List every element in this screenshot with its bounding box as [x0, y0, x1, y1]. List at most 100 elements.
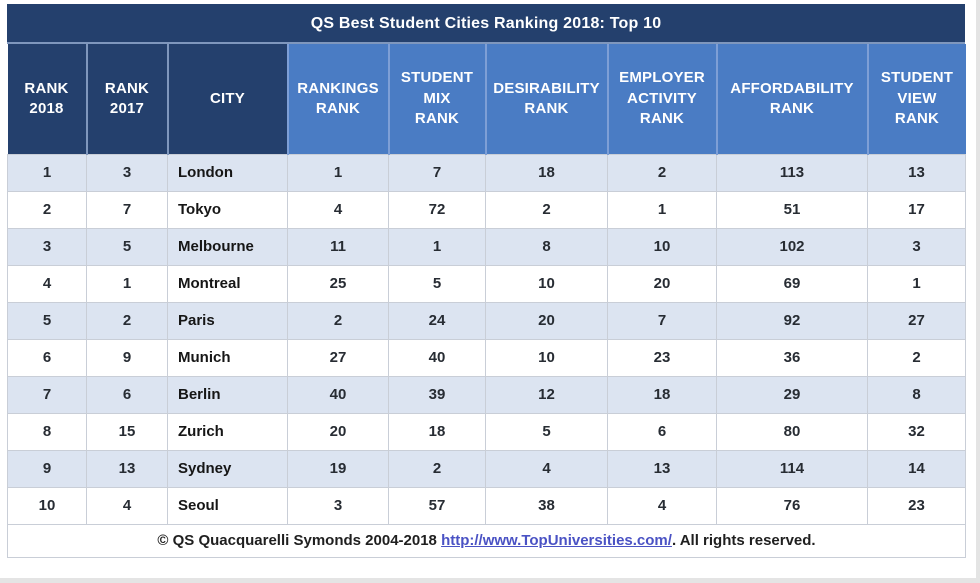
- cell-student-mix-rank: 2: [388, 449, 486, 488]
- table-row: 7 6 Berlin 40 39 12 18 29 8: [7, 375, 966, 414]
- cell-student-mix-rank: 7: [388, 153, 486, 192]
- cell-student-mix-rank: 72: [388, 190, 486, 229]
- column-header-student-view-rank: STUDENT VIEW RANK: [866, 44, 966, 154]
- cell-student-view-rank: 14: [867, 449, 966, 488]
- cell-rankings-rank: 25: [287, 264, 389, 303]
- cell-employer-activity-rank: 6: [607, 412, 717, 451]
- cell-city: Paris: [167, 301, 288, 340]
- cell-rank-2018: 2: [7, 190, 87, 229]
- cell-city: Seoul: [167, 486, 288, 525]
- footer-copyright: © QS Quacquarelli Symonds 2004-2018: [157, 532, 442, 549]
- footer-link[interactable]: http://www.TopUniversities.com/: [441, 532, 672, 549]
- cell-rank-2018: 7: [7, 375, 87, 414]
- cell-city: London: [167, 153, 288, 192]
- cell-desirability-rank: 12: [485, 375, 608, 414]
- cell-student-mix-rank: 39: [388, 375, 486, 414]
- column-header-city: CITY: [166, 44, 288, 154]
- column-header-desirability-rank: DESIRABILITY RANK: [484, 44, 608, 154]
- column-header-rankings-rank: RANKINGS RANK: [286, 44, 389, 154]
- cell-desirability-rank: 2: [485, 190, 608, 229]
- column-header-affordability-rank: AFFORDABILITY RANK: [715, 44, 868, 154]
- cell-rank-2017: 6: [86, 375, 168, 414]
- table-row: 10 4 Seoul 3 57 38 4 76 23: [7, 486, 966, 525]
- page-edge-bottom: [0, 578, 980, 583]
- cell-student-mix-rank: 40: [388, 338, 486, 377]
- table-title: QS Best Student Cities Ranking 2018: Top…: [7, 4, 965, 44]
- cell-employer-activity-rank: 4: [607, 486, 717, 525]
- cell-student-view-rank: 27: [867, 301, 966, 340]
- ranking-table-container: QS Best Student Cities Ranking 2018: Top…: [7, 4, 966, 558]
- cell-affordability-rank: 92: [716, 301, 868, 340]
- cell-desirability-rank: 8: [485, 227, 608, 266]
- cell-employer-activity-rank: 23: [607, 338, 717, 377]
- table-row: 9 13 Sydney 19 2 4 13 114 14: [7, 449, 966, 488]
- table-row: 6 9 Munich 27 40 10 23 36 2: [7, 338, 966, 377]
- cell-employer-activity-rank: 13: [607, 449, 717, 488]
- cell-rankings-rank: 27: [287, 338, 389, 377]
- cell-student-mix-rank: 18: [388, 412, 486, 451]
- cell-student-mix-rank: 1: [388, 227, 486, 266]
- cell-student-mix-rank: 57: [388, 486, 486, 525]
- cell-rank-2017: 4: [86, 486, 168, 525]
- cell-rank-2017: 1: [86, 264, 168, 303]
- cell-desirability-rank: 38: [485, 486, 608, 525]
- cell-rankings-rank: 40: [287, 375, 389, 414]
- cell-student-view-rank: 1: [867, 264, 966, 303]
- table-row: 3 5 Melbourne 11 1 8 10 102 3: [7, 227, 966, 266]
- table-row: 1 3 London 1 7 18 2 113 13: [7, 153, 966, 192]
- cell-affordability-rank: 29: [716, 375, 868, 414]
- cell-rank-2018: 8: [7, 412, 87, 451]
- cell-rank-2017: 5: [86, 227, 168, 266]
- cell-employer-activity-rank: 1: [607, 190, 717, 229]
- table-row: 5 2 Paris 2 24 20 7 92 27: [7, 301, 966, 340]
- cell-student-view-rank: 17: [867, 190, 966, 229]
- cell-desirability-rank: 20: [485, 301, 608, 340]
- cell-rank-2018: 5: [7, 301, 87, 340]
- cell-employer-activity-rank: 7: [607, 301, 717, 340]
- cell-rank-2018: 3: [7, 227, 87, 266]
- cell-rank-2017: 2: [86, 301, 168, 340]
- cell-affordability-rank: 80: [716, 412, 868, 451]
- cell-student-view-rank: 8: [867, 375, 966, 414]
- cell-student-view-rank: 13: [867, 153, 966, 192]
- cell-desirability-rank: 10: [485, 338, 608, 377]
- cell-city: Melbourne: [167, 227, 288, 266]
- cell-rankings-rank: 11: [287, 227, 389, 266]
- cell-rank-2018: 1: [7, 153, 87, 192]
- cell-employer-activity-rank: 18: [607, 375, 717, 414]
- header-row: RANK 2018 RANK 2017 CITY RANKINGS RANK STUDE…: [7, 44, 966, 154]
- footer-row: © QS Quacquarelli Symonds 2004-2018 http…: [7, 523, 966, 558]
- cell-city: Munich: [167, 338, 288, 377]
- cell-employer-activity-rank: 2: [607, 153, 717, 192]
- footer-rights: . All rights reserved.: [671, 532, 816, 549]
- cell-desirability-rank: 10: [485, 264, 608, 303]
- cell-affordability-rank: 102: [716, 227, 868, 266]
- cell-desirability-rank: 5: [485, 412, 608, 451]
- cell-student-view-rank: 32: [867, 412, 966, 451]
- cell-rankings-rank: 1: [287, 153, 389, 192]
- column-header-rank-2017: RANK 2017: [85, 44, 168, 154]
- cell-affordability-rank: 51: [716, 190, 868, 229]
- cell-rank-2017: 13: [86, 449, 168, 488]
- cell-affordability-rank: 76: [716, 486, 868, 525]
- cell-rankings-rank: 2: [287, 301, 389, 340]
- table-body: 1 3 London 1 7 18 2 113 13 2 7 Tokyo 4 72 2 1 51 17 3 5 Melb…: [7, 153, 966, 525]
- cell-employer-activity-rank: 10: [607, 227, 717, 266]
- cell-affordability-rank: 69: [716, 264, 868, 303]
- cell-rank-2017: 3: [86, 153, 168, 192]
- table-row: 4 1 Montreal 25 5 10 20 69 1: [7, 264, 966, 303]
- ranking-table: RANK 2018 RANK 2017 CITY RANKINGS RANK STUDE…: [7, 44, 966, 558]
- cell-city: Sydney: [167, 449, 288, 488]
- cell-rank-2018: 4: [7, 264, 87, 303]
- cell-rank-2017: 9: [86, 338, 168, 377]
- table-row: 8 15 Zurich 20 18 5 6 80 32: [7, 412, 966, 451]
- cell-rank-2018: 9: [7, 449, 87, 488]
- cell-city: Zurich: [167, 412, 288, 451]
- cell-city: Tokyo: [167, 190, 288, 229]
- cell-rankings-rank: 19: [287, 449, 389, 488]
- column-header-rank-2018: RANK 2018: [7, 44, 87, 154]
- table-row: 2 7 Tokyo 4 72 2 1 51 17: [7, 190, 966, 229]
- cell-rank-2017: 7: [86, 190, 168, 229]
- cell-rank-2018: 10: [7, 486, 87, 525]
- cell-affordability-rank: 113: [716, 153, 868, 192]
